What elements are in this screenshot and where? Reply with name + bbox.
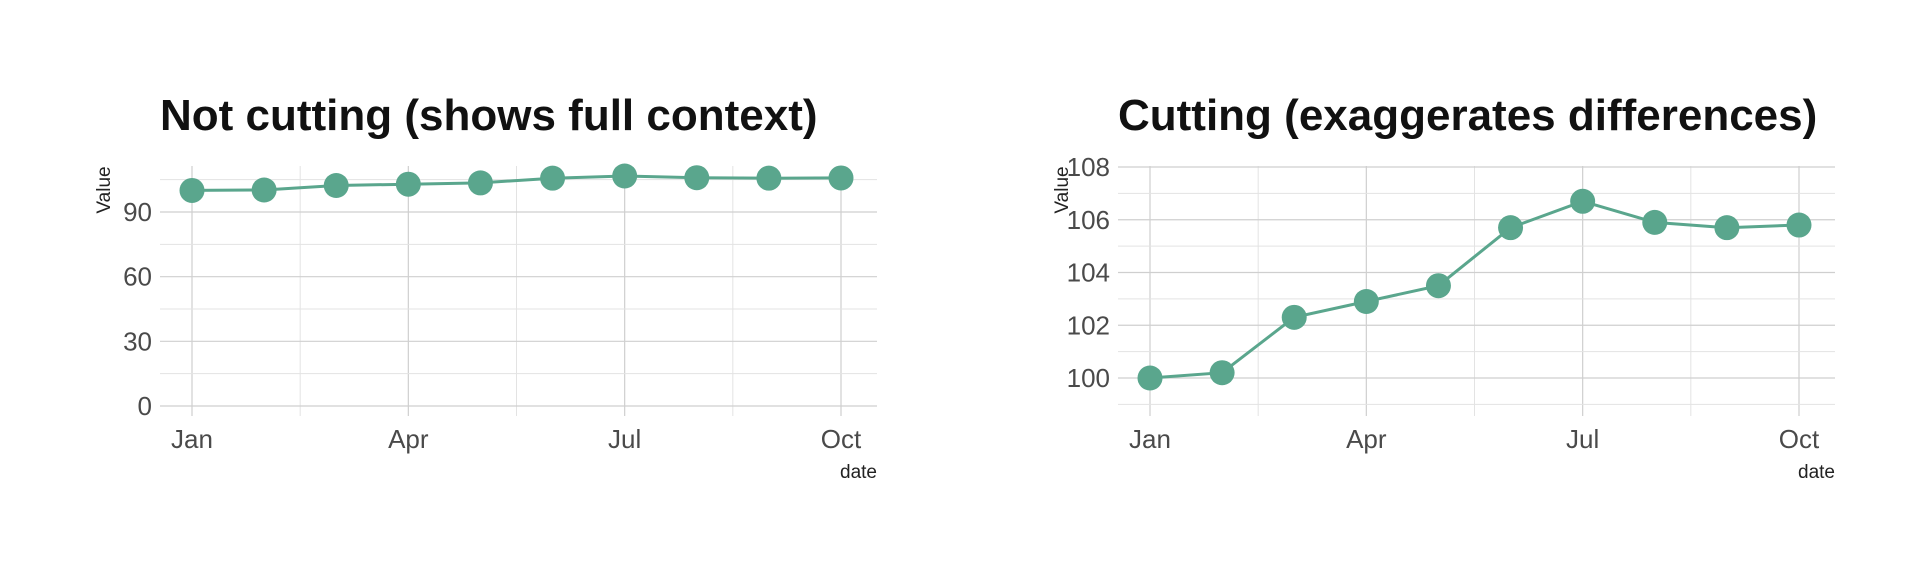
x-tick-label: Jan — [1129, 424, 1171, 454]
gridlines — [160, 166, 877, 416]
data-point — [540, 165, 566, 191]
y-tick-label: 100 — [1067, 363, 1110, 393]
y-tick-label: 0 — [138, 391, 152, 421]
data-point — [1714, 215, 1740, 241]
x-axis-label: date — [840, 462, 877, 483]
data-point — [467, 170, 493, 196]
y-tick-label: 60 — [123, 262, 152, 292]
x-tick-label: Apr — [388, 424, 429, 454]
series-line — [191, 174, 842, 192]
data-point — [1353, 289, 1379, 315]
data-point — [1786, 212, 1812, 238]
series-line — [1149, 199, 1800, 380]
data-point — [1281, 304, 1307, 330]
chart-left: Not cutting (shows full context) Value dat… — [94, 91, 877, 483]
data-point — [251, 177, 277, 203]
data-point — [323, 172, 349, 198]
y-tick-label: 106 — [1067, 205, 1110, 235]
data-point — [684, 165, 710, 191]
data-point — [1425, 273, 1451, 299]
chart-right: Cutting (exaggerates differences) Value da… — [1052, 91, 1835, 483]
gridlines — [1118, 166, 1835, 416]
data-point — [1642, 209, 1668, 235]
x-tick-label: Oct — [821, 424, 862, 454]
data-point — [179, 177, 205, 203]
y-axis-label: Value — [94, 166, 115, 213]
data-point — [1137, 365, 1163, 391]
y-tick-label: 30 — [123, 326, 152, 356]
x-tick-label: Jul — [1566, 424, 1599, 454]
y-tick-label: 108 — [1067, 152, 1110, 182]
x-axis-label: date — [1798, 462, 1835, 483]
data-point — [756, 165, 782, 191]
x-tick-label: Jul — [608, 424, 641, 454]
data-point — [1209, 360, 1235, 386]
chart-title: Not cutting (shows full context) — [160, 91, 818, 140]
data-point — [1498, 215, 1524, 241]
x-tick-label: Apr — [1346, 424, 1387, 454]
data-point — [395, 171, 421, 197]
y-tick-label: 104 — [1067, 258, 1110, 288]
y-tick-label: 102 — [1067, 310, 1110, 340]
data-point — [1570, 188, 1596, 214]
chart-title: Cutting (exaggerates differences) — [1118, 91, 1817, 140]
data-point — [828, 165, 854, 191]
data-point — [612, 163, 638, 189]
x-tick-label: Oct — [1779, 424, 1820, 454]
x-tick-label: Jan — [171, 424, 213, 454]
y-tick-label: 90 — [123, 197, 152, 227]
y-axis-label: Value — [1052, 166, 1073, 213]
